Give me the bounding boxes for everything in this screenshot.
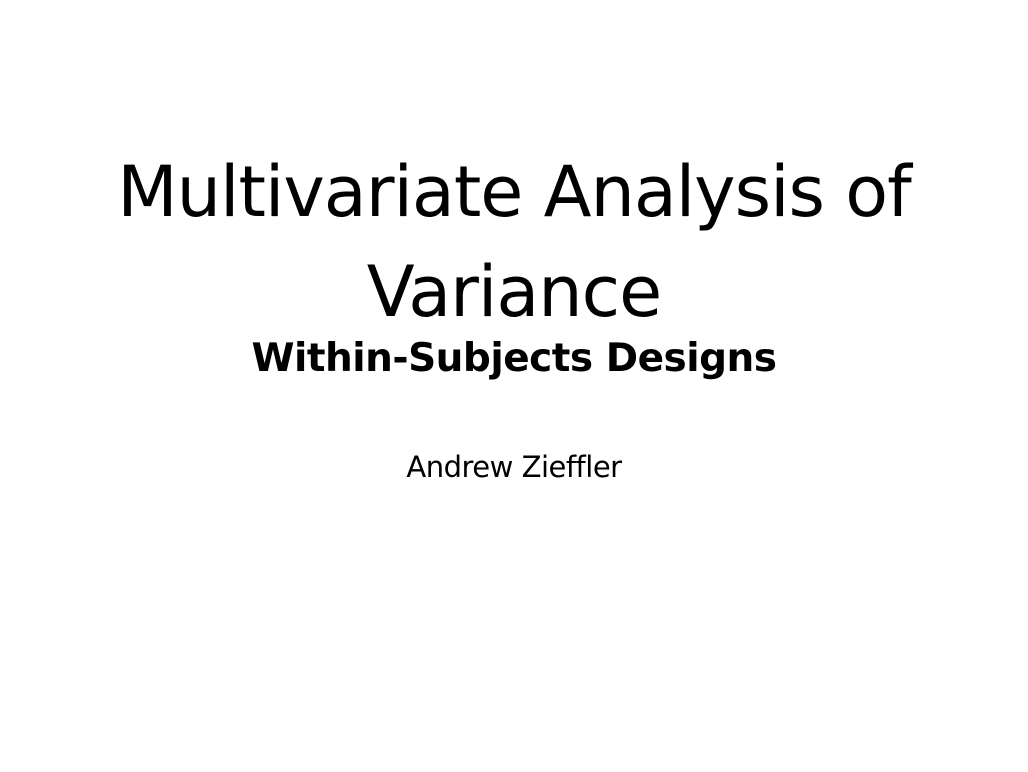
slide-subtitle: Within-Subjects Designs xyxy=(251,336,777,381)
slide-title: Multivariate Analysis of Variance xyxy=(0,142,1028,342)
slide-author: Andrew Zieffler xyxy=(406,450,622,484)
slide-title-line-1: Multivariate Analysis of xyxy=(117,151,911,233)
slide-title-line-2: Variance xyxy=(366,251,662,333)
